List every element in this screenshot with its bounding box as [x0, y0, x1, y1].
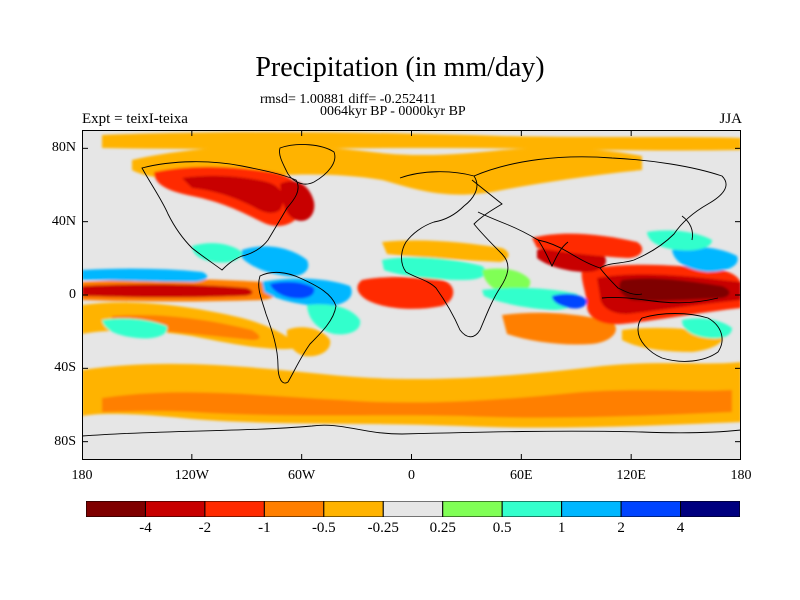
- region-southern-ocean-core: [102, 390, 732, 418]
- region-west-africa-dry: [382, 257, 486, 280]
- region-indian-ocean-dry: [552, 293, 588, 309]
- coastline-indian-peninsula: [537, 239, 569, 268]
- region-south-atlantic-dry: [307, 304, 361, 335]
- y-tick-label: 40N: [51, 213, 76, 229]
- experiment-label: Expt = teixI-teixa: [82, 111, 188, 127]
- region-west-pacific-core: [619, 278, 730, 301]
- precip-anomaly-map: [82, 130, 741, 460]
- x-tick-label: 180: [730, 468, 752, 483]
- colorbar-swatch: [263, 501, 325, 517]
- x-tick-label: 180: [71, 468, 93, 483]
- season-label: JJA: [719, 111, 742, 127]
- y-tick-label: 80S: [54, 433, 76, 449]
- y-tick-label: 80N: [51, 140, 76, 156]
- x-tick-label: 120W: [174, 468, 209, 483]
- period-line: 0064kyr BP - 0000kyr BP: [320, 104, 466, 119]
- x-tick-label: 120E: [616, 468, 646, 483]
- coastline-africa-europe: [399, 171, 509, 338]
- colorbar-label: -2: [198, 520, 212, 536]
- colorbar-label: 1: [557, 520, 566, 536]
- plot-title: Precipitation (in mm/day): [255, 52, 545, 83]
- coastline-north-america: [141, 161, 299, 271]
- x-tick-label: 60W: [288, 468, 316, 483]
- colorbar-swatch: [442, 501, 503, 517]
- x-tick-label: 0: [408, 468, 415, 483]
- y-tick-label: 40S: [54, 360, 76, 376]
- coastline-greenland: [279, 144, 336, 185]
- region-north-atlantic-band: [132, 145, 642, 195]
- region-indian-ocean-south: [502, 312, 616, 345]
- y-tick-label: 0: [69, 287, 76, 302]
- coastline-antarctica: [82, 424, 741, 437]
- colorbar-swatch: [86, 501, 146, 517]
- region-sahel: [382, 240, 509, 262]
- coastline-australia: [637, 313, 723, 362]
- region-south-pacific-dry: [102, 318, 168, 339]
- region-atlantic-itcz: [357, 277, 454, 309]
- region-east-africa-dry: [482, 268, 531, 295]
- colorbar-swatch: [144, 501, 206, 517]
- colorbar-label: -1: [258, 520, 271, 536]
- region-north-pacific-dry-2: [647, 230, 712, 251]
- precip-anomaly-field: [82, 132, 741, 428]
- colorbar-label: 0.5: [492, 520, 512, 536]
- coastline-southeast-asia: [599, 267, 643, 295]
- coastline-eurasia: [473, 156, 727, 269]
- colorbar-swatch: [620, 501, 682, 517]
- stats-line: rmsd= 1.00881 diff= -0.252411: [260, 92, 437, 107]
- coastline-japan: [681, 215, 693, 241]
- colorbar-swatch: [680, 501, 740, 517]
- region-arctic-band: [102, 132, 741, 151]
- colorbar-label: 2: [617, 520, 625, 536]
- colorbar-swatch: [561, 501, 622, 517]
- region-arabian-sea-dry: [482, 287, 580, 310]
- map-tick-marks: [82, 130, 741, 460]
- region-north-indian: [532, 233, 643, 258]
- region-north-pacific-dry: [672, 247, 738, 272]
- coastline-south-america: [258, 271, 337, 384]
- coastlines: [82, 144, 741, 437]
- region-greenland: [280, 181, 315, 221]
- region-southern-indian-dry: [682, 318, 732, 339]
- colorbar-swatch: [323, 501, 384, 517]
- coastline-indonesia: [601, 297, 719, 304]
- region-east-pacific-itcz-core: [82, 284, 253, 298]
- colorbar-swatch: [501, 501, 563, 517]
- colorbar-label: -4: [139, 520, 152, 536]
- region-north-america-core: [182, 175, 284, 213]
- x-tick-label: 60E: [510, 468, 533, 483]
- colorbar-label: 0.25: [429, 520, 456, 536]
- colorbar-label: -0.5: [311, 520, 336, 536]
- region-equatorial-pacific-dry: [82, 268, 208, 282]
- colorbar-label: -0.25: [367, 520, 399, 536]
- colorbar-label: 4: [676, 520, 685, 536]
- colorbar-swatch: [204, 501, 265, 517]
- region-amazon-dry-core: [270, 281, 315, 299]
- region-caribbean-dry: [242, 246, 309, 277]
- colorbar: [86, 501, 740, 517]
- colorbar-swatch: [382, 501, 444, 517]
